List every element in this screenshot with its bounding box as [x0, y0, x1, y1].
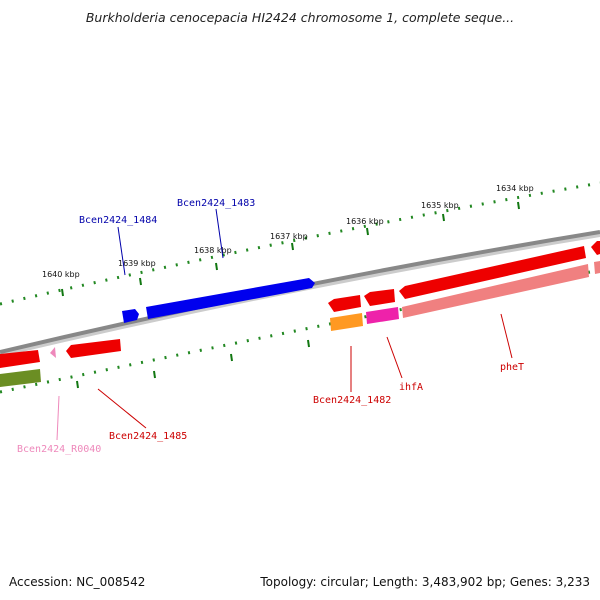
gene-bcen2424-1483-arrow[interactable] — [146, 278, 315, 319]
tick-label-1639: 1639 kbp — [118, 259, 156, 268]
gene-bcen2424-1485-arrow[interactable] — [66, 339, 121, 358]
inner-tick-ring — [0, 268, 600, 394]
tick-label-1640: 1640 kbp — [42, 270, 80, 279]
map-title: Burkholderia cenocepacia HI2424 chromoso… — [85, 10, 515, 25]
gene-label-bcen2424-1482[interactable]: Bcen2424_1482 — [313, 395, 391, 406]
gene-bcen2424-1482-arrow[interactable] — [328, 295, 361, 312]
tick-label-1634: 1634 kbp — [496, 184, 534, 193]
gene-edge-arrow-left[interactable] — [0, 350, 40, 368]
tick-label-1636: 1636 kbp — [346, 217, 384, 226]
gene-label-bcen2424-r0040[interactable]: Bcen2424_R0040 — [17, 444, 101, 455]
callout-lines — [56, 208, 513, 441]
topology-text: Topology: circular; Length: 3,483,902 bp… — [260, 575, 590, 589]
gene-phet-arrow[interactable] — [399, 246, 586, 299]
gene-edge-arrow-right[interactable] — [591, 241, 600, 255]
major-ticks — [61, 201, 520, 389]
tick-label-1635: 1635 kbp — [421, 201, 459, 210]
gene-bcen2424-1484-arrow[interactable] — [122, 309, 139, 323]
accession-text: Accession: NC_008542 — [9, 575, 146, 589]
tick-label-1638: 1638 kbp — [194, 246, 232, 255]
gene-label-bcen2424-1483[interactable]: Bcen2424_1483 — [177, 198, 255, 209]
feature-ihfa — [366, 307, 399, 324]
tick-label-1637: 1637 kbp — [270, 232, 308, 241]
gene-label-ihfa[interactable]: ihfA — [399, 382, 423, 393]
gene-ihfa-arrow[interactable] — [364, 289, 395, 306]
gene-label-bcen2424-1485[interactable]: Bcen2424_1485 — [109, 431, 187, 442]
gene-bcen2424-r0040-arrow[interactable] — [50, 347, 56, 358]
feature-phet — [402, 264, 589, 318]
gene-label-bcen2424-1484[interactable]: Bcen2424_1484 — [79, 215, 157, 226]
feature-bcen2424-1482 — [330, 313, 363, 331]
gene-label-phet[interactable]: pheT — [500, 362, 524, 373]
feature-edge-right — [594, 261, 600, 274]
feature-edge-left — [0, 369, 41, 387]
